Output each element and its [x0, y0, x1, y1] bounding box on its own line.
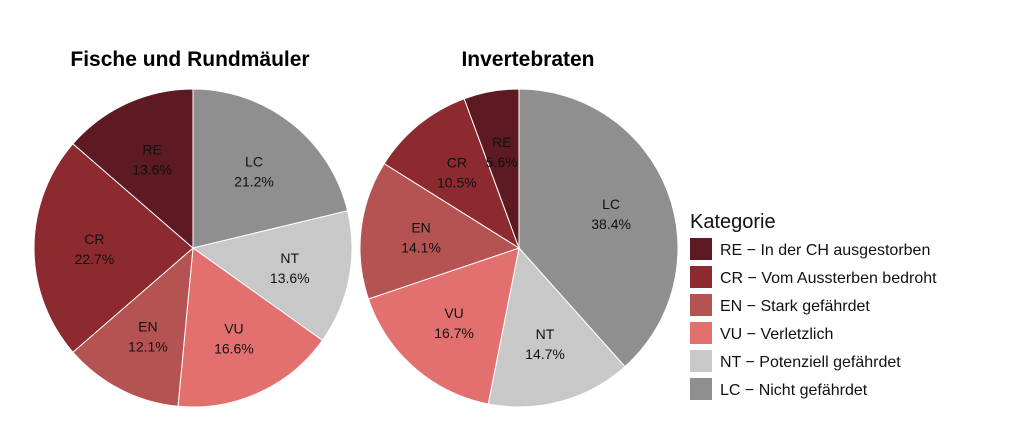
slice-code-label: EN	[411, 220, 430, 236]
slice-code-label: NT	[536, 326, 555, 342]
pie-slice-re	[72, 88, 194, 250]
slice-percent-label: 13.6%	[270, 270, 310, 286]
pie-title-invertebrates: Invertebraten	[461, 48, 594, 71]
slice-percent-label: 22.7%	[75, 251, 115, 267]
slice-percent-label: 12.1%	[128, 339, 168, 355]
slice-percent-label: 13.6%	[132, 161, 172, 177]
legend-label-nt: NT − Potenziell gefährdet	[720, 354, 901, 371]
slice-percent-label: 16.6%	[214, 341, 254, 357]
legend-label-lc: LC − Nicht gefährdet	[720, 382, 868, 399]
pie-slice-cr	[33, 143, 194, 353]
legend-title: Kategorie	[690, 211, 776, 233]
slice-percent-label: 38.4%	[591, 216, 631, 232]
legend-swatch-re	[690, 238, 712, 260]
legend-label-re: RE − In der CH ausgestorben	[720, 242, 930, 259]
slice-code-label: EN	[138, 319, 157, 335]
legend-swatch-en	[690, 294, 712, 316]
slice-code-label: CR	[447, 154, 467, 170]
pie-slice-vu	[177, 247, 324, 408]
pie-slice-lc	[518, 88, 679, 368]
slice-code-label: NT	[280, 250, 299, 266]
legend-swatch-lc	[690, 378, 712, 400]
slice-percent-label: 14.7%	[525, 346, 565, 362]
pie-fish: LC 21.2% NT 13.6% VU 16.6% EN 12.1% CR 22.7% RE 13.…	[33, 88, 353, 408]
legend-swatch-vu	[690, 322, 712, 344]
legend-label-cr: CR − Vom Aussterben bedroht	[720, 270, 937, 287]
legend-swatch-nt	[690, 350, 712, 372]
legend-swatch-cr	[690, 266, 712, 288]
pie-invertebrates: LC 38.4% NT 14.7% VU 16.7% EN 14.1% CR 10.5% RE 5.6…	[359, 88, 679, 408]
legend-label-vu: VU − Verletzlich	[720, 326, 833, 343]
slice-code-label: CR	[84, 231, 104, 247]
slice-code-label: VU	[444, 305, 463, 321]
slice-code-label: RE	[492, 134, 511, 150]
slice-percent-label: 14.1%	[401, 240, 441, 256]
pie-slice-nt	[191, 210, 353, 342]
pie-slice-en	[72, 246, 194, 407]
pie-slice-nt	[487, 246, 626, 408]
pie-title-fish: Fische und Rundmäuler	[70, 48, 309, 71]
pie-slice-vu	[367, 247, 520, 405]
slice-code-label: LC	[602, 196, 620, 212]
slice-percent-label: 10.5%	[437, 174, 477, 190]
slice-code-label: LC	[245, 154, 263, 170]
pie-slice-en	[359, 162, 521, 300]
pie-slice-lc	[192, 88, 349, 249]
legend-label-en: EN − Stark gefährdet	[720, 298, 870, 315]
legend: Kategorie RE − In der CH ausgestorben CR …	[690, 211, 937, 400]
pie-slice-re	[463, 88, 520, 249]
pie-slice-cr	[383, 98, 520, 250]
slice-percent-label: 16.7%	[434, 325, 474, 341]
slice-percent-label: 21.2%	[234, 174, 274, 190]
slice-percent-label: 5.6%	[486, 154, 518, 170]
slice-code-label: VU	[224, 321, 243, 337]
slice-code-label: RE	[142, 141, 161, 157]
